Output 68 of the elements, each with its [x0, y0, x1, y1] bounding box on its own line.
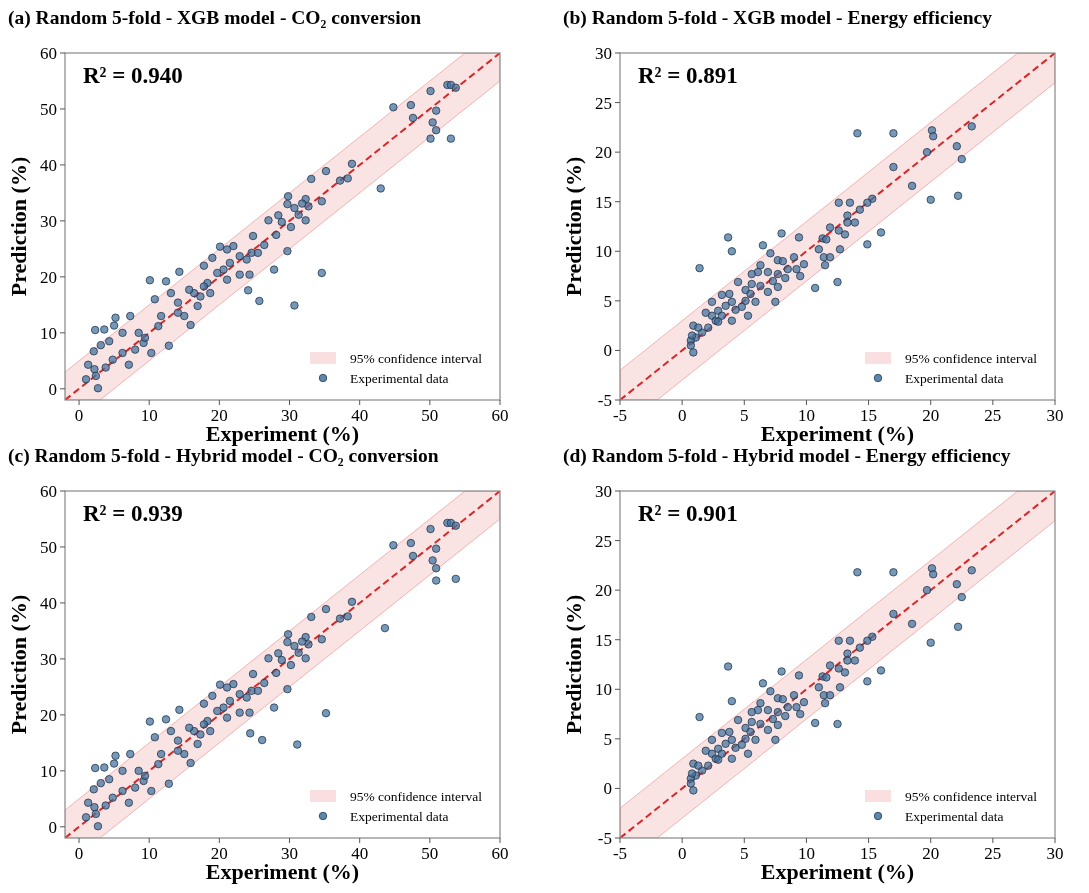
y-tick-label: 5 [603, 729, 612, 749]
x-tick-label: 60 [491, 844, 509, 863]
x-tick-label: 5 [740, 406, 749, 425]
y-tick-label: 50 [40, 537, 57, 557]
y-tick-label: 5 [603, 291, 612, 311]
y-tick-label: 60 [40, 482, 57, 501]
legend-label: 95% confidence interval [905, 789, 1038, 804]
y-tick-label: 10 [595, 242, 612, 262]
x-tick-label: 0 [74, 406, 84, 425]
y-tick-label: 0 [603, 341, 612, 361]
y-tick-label: 0 [603, 779, 612, 799]
legend-label: Experimental data [905, 371, 1004, 386]
legend-label: Experimental data [905, 809, 1004, 824]
y-axis-title: Prediction (%) [6, 594, 31, 735]
chart-title: (c) Random 5-fold - Hybrid model - CO₂ conversion [8, 445, 439, 467]
legend-label: Experimental data [350, 809, 449, 824]
x-tick-label: 30 [1046, 406, 1064, 425]
y-tick-label: 60 [40, 44, 57, 63]
annotation: R² = 0.891 [638, 63, 738, 88]
y-tick-label: 30 [40, 649, 57, 669]
legend-label: Experimental data [350, 371, 449, 386]
chart-title: (d) Random 5-fold - Hybrid model - Energy efficiency [563, 445, 1011, 467]
x-tick-label: 50 [421, 844, 439, 863]
x-tick-label: 20 [922, 406, 940, 425]
chart-title: (b) Random 5-fold - XGB model - Energy efficiency [563, 7, 993, 29]
y-tick-label: 20 [40, 705, 57, 725]
y-tick-label: 10 [40, 323, 57, 343]
y-tick-label: 0 [48, 379, 57, 399]
y-tick-label: -5 [597, 391, 612, 410]
y-tick-label: 20 [595, 581, 612, 601]
y-tick-label: 25 [595, 93, 612, 113]
y-tick-label: 20 [40, 267, 57, 287]
x-tick-label: 10 [140, 406, 158, 425]
y-axis-title: Prediction (%) [561, 156, 586, 297]
y-axis-title: Prediction (%) [6, 156, 31, 297]
y-tick-label: 20 [595, 143, 612, 163]
y-tick-label: 50 [40, 99, 57, 119]
y-tick-label: 30 [595, 44, 612, 63]
y-tick-label: 0 [48, 817, 57, 837]
x-tick-label: 20 [922, 844, 940, 863]
x-tick-label: 25 [984, 844, 1002, 863]
y-tick-label: 40 [40, 593, 57, 613]
x-tick-label: 5 [740, 844, 749, 863]
x-tick-label: 0 [74, 844, 84, 863]
x-tick-label: 50 [421, 406, 439, 425]
y-tick-label: 10 [40, 761, 57, 781]
y-tick-label: 15 [595, 630, 612, 650]
x-tick-label: 0 [677, 844, 687, 863]
x-tick-label: 10 [140, 844, 158, 863]
x-tick-label: 25 [984, 406, 1002, 425]
y-axis-title: Prediction (%) [561, 594, 586, 735]
y-tick-label: -5 [597, 829, 612, 848]
chart-title: (a) Random 5-fold - XGB model - CO₂ conversion [8, 7, 422, 29]
y-tick-label: 25 [595, 531, 612, 551]
annotation: R² = 0.939 [83, 501, 183, 526]
y-tick-label: 10 [595, 680, 612, 700]
y-tick-label: 30 [40, 211, 57, 231]
y-tick-label: 15 [595, 192, 612, 212]
legend-label: 95% confidence interval [905, 351, 1038, 366]
y-tick-label: 40 [40, 155, 57, 175]
x-tick-label: 0 [677, 406, 687, 425]
x-tick-label: 30 [1046, 844, 1064, 863]
annotation: R² = 0.901 [638, 501, 738, 526]
legend-label: 95% confidence interval [350, 351, 483, 366]
x-tick-label: 60 [491, 406, 509, 425]
y-tick-label: 30 [595, 482, 612, 501]
annotation: R² = 0.940 [83, 63, 183, 88]
legend-label: 95% confidence interval [350, 789, 483, 804]
